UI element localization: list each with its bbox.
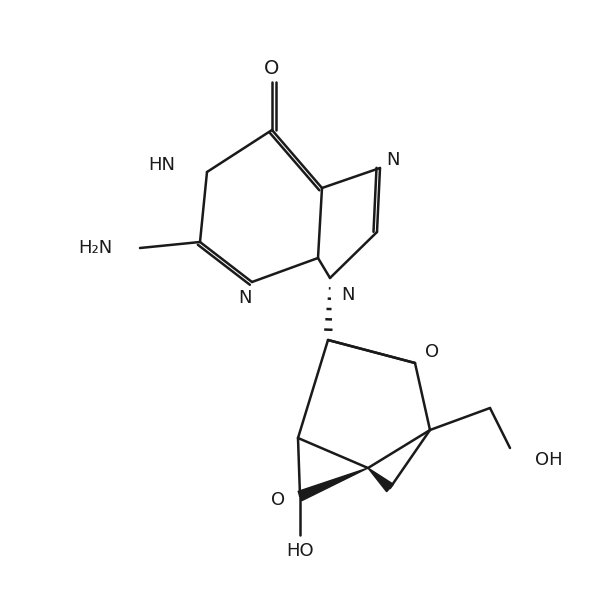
- Text: N: N: [238, 289, 252, 307]
- Polygon shape: [368, 468, 394, 491]
- Text: O: O: [271, 491, 285, 509]
- Text: N: N: [341, 286, 355, 304]
- Text: O: O: [265, 58, 280, 77]
- Text: HO: HO: [286, 542, 314, 560]
- Text: O: O: [425, 343, 439, 361]
- Text: H₂N: H₂N: [78, 239, 112, 257]
- Polygon shape: [298, 468, 368, 500]
- Text: HN: HN: [148, 156, 175, 174]
- Text: OH: OH: [535, 451, 563, 469]
- Text: N: N: [386, 151, 400, 169]
